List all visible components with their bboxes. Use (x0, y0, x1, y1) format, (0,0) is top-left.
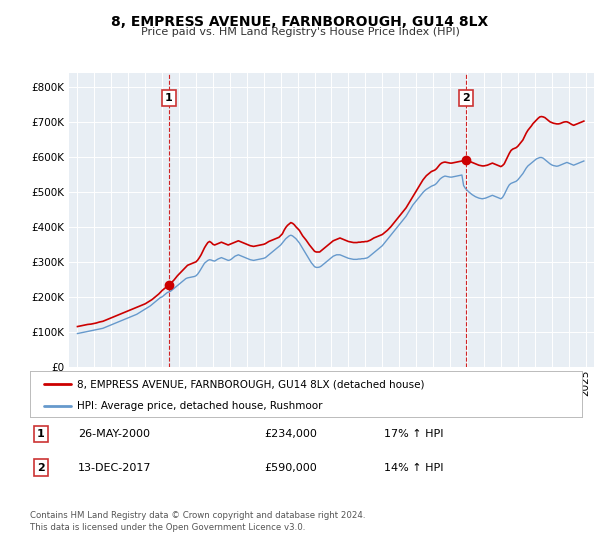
Text: 17% ↑ HPI: 17% ↑ HPI (384, 429, 443, 439)
Text: 14% ↑ HPI: 14% ↑ HPI (384, 463, 443, 473)
Text: 13-DEC-2017: 13-DEC-2017 (78, 463, 151, 473)
Text: HPI: Average price, detached house, Rushmoor: HPI: Average price, detached house, Rush… (77, 401, 322, 410)
Text: Price paid vs. HM Land Registry's House Price Index (HPI): Price paid vs. HM Land Registry's House … (140, 27, 460, 37)
Text: 8, EMPRESS AVENUE, FARNBOROUGH, GU14 8LX (detached house): 8, EMPRESS AVENUE, FARNBOROUGH, GU14 8LX… (77, 379, 424, 389)
Text: 1: 1 (165, 93, 173, 103)
Text: This data is licensed under the Open Government Licence v3.0.: This data is licensed under the Open Gov… (30, 523, 305, 532)
Text: 1: 1 (37, 429, 44, 439)
Text: £590,000: £590,000 (264, 463, 317, 473)
Text: 2: 2 (462, 93, 470, 103)
Text: 26-MAY-2000: 26-MAY-2000 (78, 429, 150, 439)
Text: Contains HM Land Registry data © Crown copyright and database right 2024.: Contains HM Land Registry data © Crown c… (30, 511, 365, 520)
Text: £234,000: £234,000 (264, 429, 317, 439)
Text: 8, EMPRESS AVENUE, FARNBOROUGH, GU14 8LX: 8, EMPRESS AVENUE, FARNBOROUGH, GU14 8LX (112, 15, 488, 29)
Text: 2: 2 (37, 463, 44, 473)
